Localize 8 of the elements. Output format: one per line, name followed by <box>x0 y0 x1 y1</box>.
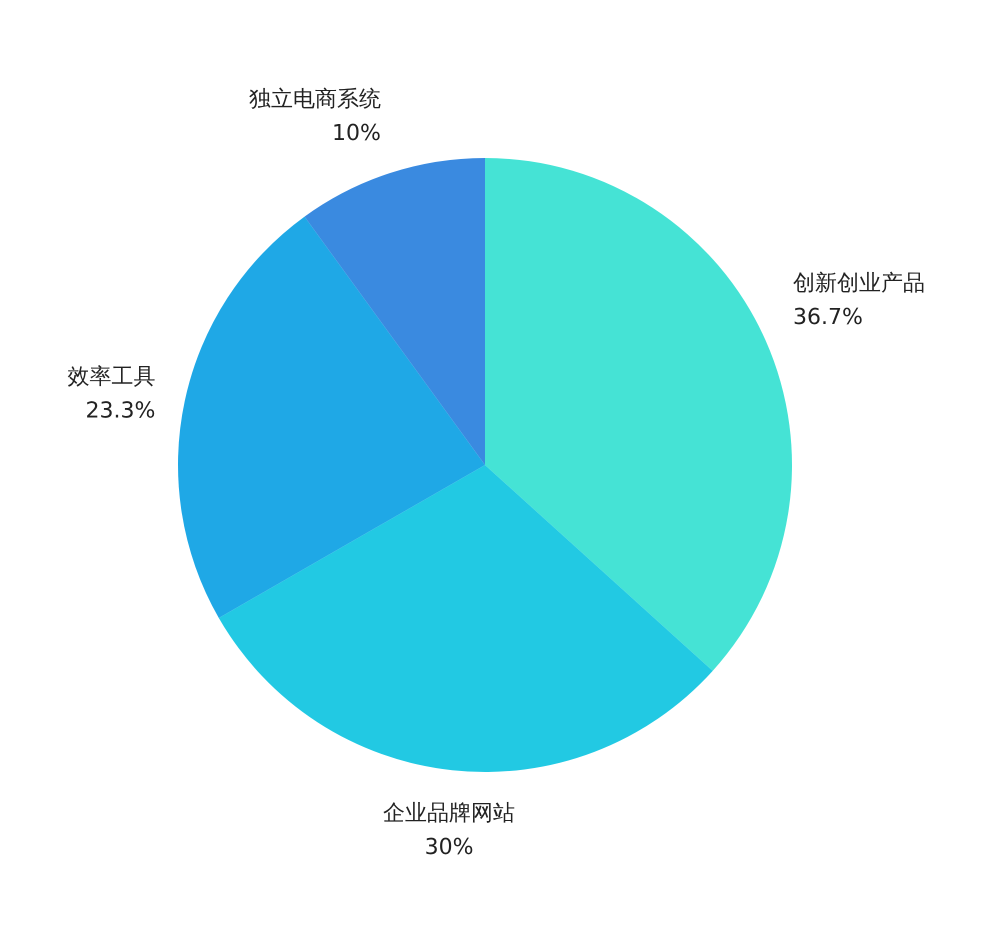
data-label: 36.7% <box>793 304 863 330</box>
slice-label: 创新创业产品 <box>793 270 926 296</box>
slice-label: 效率工具 <box>67 364 156 390</box>
slice-label: 独立电商系统 <box>248 87 381 112</box>
data-label: 30% <box>424 834 474 860</box>
slice-label: 企业品牌网站 <box>383 800 516 826</box>
data-label: 23.3% <box>86 398 156 424</box>
data-label: 10% <box>332 121 381 146</box>
